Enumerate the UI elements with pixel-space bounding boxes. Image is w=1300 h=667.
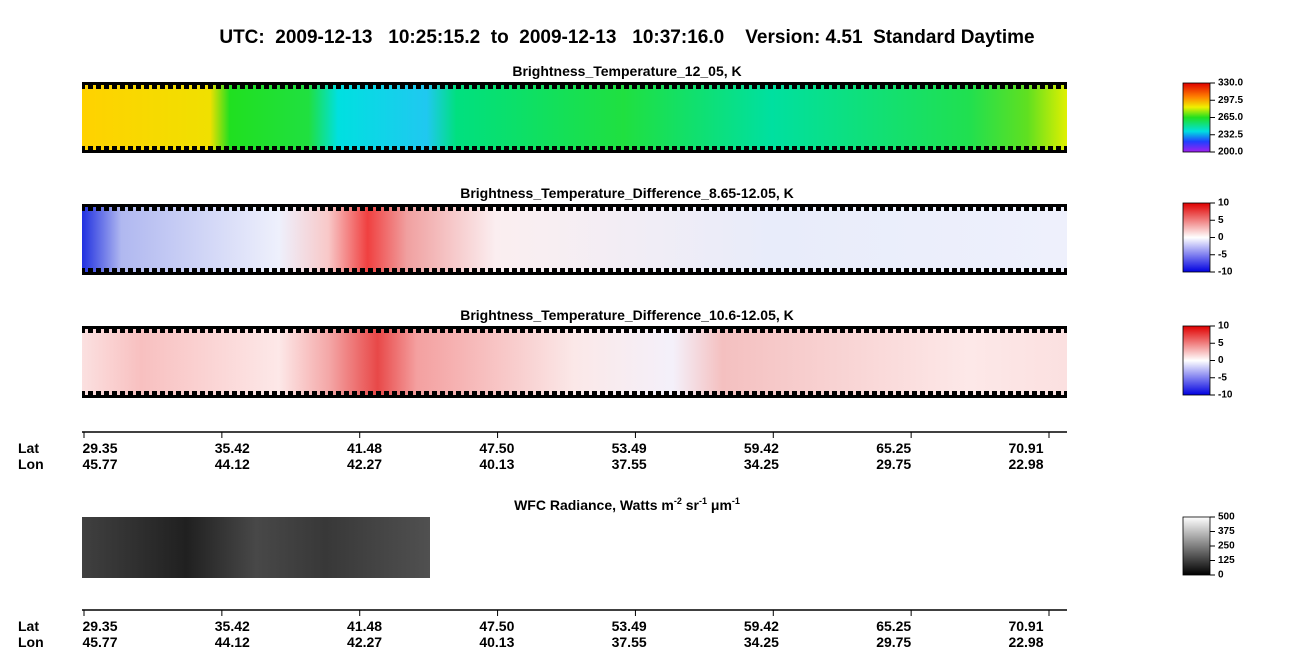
panel-title: Brightness_Temperature_Difference_10.6-1… bbox=[460, 307, 794, 323]
title-part: sr bbox=[682, 497, 700, 513]
lon-label: 22.98 bbox=[1008, 456, 1043, 472]
colorbar-label: 10 bbox=[1218, 321, 1230, 332]
content: Brightness_Temperature_12_05, K 330.0 297.… bbox=[18, 63, 1243, 650]
axis-label: Lon bbox=[18, 456, 44, 472]
colorbar-label: 500 bbox=[1218, 512, 1235, 523]
colorbar-label: 200.0 bbox=[1218, 147, 1243, 158]
lat-label: 53.49 bbox=[612, 618, 647, 634]
panel-title: WFC Radiance, Watts m-2 sr-1 μm-1 bbox=[514, 496, 740, 513]
edge-dash bbox=[82, 85, 1067, 89]
edge bbox=[82, 204, 1067, 207]
edge-dash bbox=[82, 207, 1067, 211]
colorbar-label: -10 bbox=[1218, 267, 1233, 278]
edge bbox=[82, 395, 1067, 398]
colorbar-label: 250 bbox=[1218, 541, 1235, 552]
edge-dash bbox=[82, 329, 1067, 333]
lat-label: 29.35 bbox=[82, 618, 117, 634]
lat-label: 70.91 bbox=[1008, 440, 1043, 456]
colorbar-label: -10 bbox=[1218, 390, 1233, 401]
lon-label: 45.77 bbox=[82, 456, 117, 472]
lat-label: 59.42 bbox=[744, 618, 779, 634]
colorbar bbox=[1182, 82, 1211, 153]
lat-label: 41.48 bbox=[347, 618, 382, 634]
colorbar-label: -5 bbox=[1218, 249, 1227, 260]
lat-label: 47.50 bbox=[479, 618, 514, 634]
superscript: -1 bbox=[699, 496, 707, 506]
colorbar-label: 0 bbox=[1218, 355, 1224, 366]
colorbar-label: 232.5 bbox=[1218, 129, 1243, 140]
lon-label: 37.55 bbox=[612, 634, 647, 650]
lon-label: 42.27 bbox=[347, 634, 382, 650]
superscript: -2 bbox=[674, 496, 682, 506]
panel-title: Brightness_Temperature_12_05, K bbox=[512, 63, 741, 79]
axis-label: Lat bbox=[18, 440, 39, 456]
edge-dash bbox=[82, 146, 1067, 150]
image-strip bbox=[82, 329, 1067, 395]
image-strip bbox=[82, 85, 1067, 150]
lon-label: 29.75 bbox=[876, 634, 911, 650]
edge-dash bbox=[82, 268, 1067, 272]
lon-label: 42.27 bbox=[347, 456, 382, 472]
lon-label: 45.77 bbox=[82, 634, 117, 650]
colorbar-label: 0 bbox=[1218, 570, 1224, 581]
colorbar bbox=[1182, 516, 1211, 576]
lon-label: 44.12 bbox=[215, 456, 250, 472]
lat-label: 35.42 bbox=[215, 440, 250, 456]
lat-label: 53.49 bbox=[612, 440, 647, 456]
colorbar-label: 0 bbox=[1218, 232, 1224, 243]
page-title: UTC: 2009-12-13 10:25:15.2 to 2009-12-13… bbox=[219, 27, 1034, 48]
image-strip bbox=[82, 517, 430, 578]
colorbar-label: 375 bbox=[1218, 526, 1235, 537]
colorbar-label: 5 bbox=[1218, 338, 1224, 349]
lat-label: 47.50 bbox=[479, 440, 514, 456]
title-part: WFC Radiance, Watts m bbox=[514, 497, 674, 513]
lat-label: 41.48 bbox=[347, 440, 382, 456]
colorbar-label: 10 bbox=[1218, 198, 1230, 209]
lat-label: 59.42 bbox=[744, 440, 779, 456]
lat-label: 70.91 bbox=[1008, 618, 1043, 634]
edge bbox=[82, 272, 1067, 275]
lat-label: 35.42 bbox=[215, 618, 250, 634]
lon-label: 40.13 bbox=[479, 634, 514, 650]
colorbar bbox=[1182, 202, 1211, 273]
edge-dash bbox=[82, 391, 1067, 395]
title-part: μm bbox=[707, 497, 732, 513]
colorbar-label: 297.5 bbox=[1218, 95, 1243, 106]
image-strip bbox=[82, 207, 1067, 272]
colorbar bbox=[1182, 325, 1211, 396]
lon-label: 34.25 bbox=[744, 634, 779, 650]
lon-label: 34.25 bbox=[744, 456, 779, 472]
lon-label: 44.12 bbox=[215, 634, 250, 650]
axis-label: Lat bbox=[18, 618, 39, 634]
lat-label: 29.35 bbox=[82, 440, 117, 456]
colorbar-label: 265.0 bbox=[1218, 112, 1243, 123]
colorbar-label: 330.0 bbox=[1218, 78, 1243, 89]
lon-label: 40.13 bbox=[479, 456, 514, 472]
colorbar-label: 125 bbox=[1218, 555, 1235, 566]
superscript: -1 bbox=[732, 496, 740, 506]
lon-label: 29.75 bbox=[876, 456, 911, 472]
edge bbox=[82, 82, 1067, 85]
colorbar-label: -5 bbox=[1218, 372, 1227, 383]
edge bbox=[82, 150, 1067, 153]
lat-label: 65.25 bbox=[876, 618, 911, 634]
lon-label: 37.55 bbox=[612, 456, 647, 472]
edge bbox=[82, 326, 1067, 329]
lon-label: 22.98 bbox=[1008, 634, 1043, 650]
lat-label: 65.25 bbox=[876, 440, 911, 456]
panel-title: Brightness_Temperature_Difference_8.65-1… bbox=[460, 185, 794, 201]
colorbar-label: 5 bbox=[1218, 215, 1224, 226]
axis-label: Lon bbox=[18, 634, 44, 650]
